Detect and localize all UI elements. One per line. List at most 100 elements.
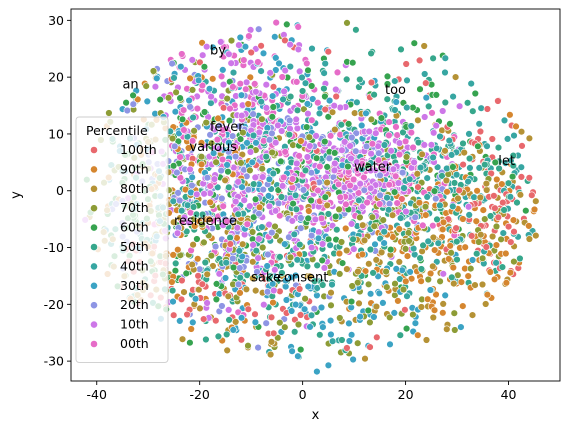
scatter-point	[367, 49, 375, 58]
scatter-point	[345, 337, 354, 345]
scatter-point	[431, 246, 439, 254]
y-tick-label: -20	[44, 297, 64, 312]
scatter-point	[229, 83, 237, 91]
scatter-point	[349, 175, 358, 184]
scatter-point	[332, 92, 340, 101]
scatter-point	[436, 201, 444, 210]
scatter-point	[178, 207, 186, 215]
scatter-point	[498, 180, 506, 188]
scatter-point	[385, 181, 393, 189]
scatter-point	[426, 286, 435, 294]
scatter-point	[129, 100, 138, 108]
scatter-point	[508, 172, 517, 181]
scatter-point	[320, 264, 329, 272]
scatter-point	[296, 240, 304, 249]
scatter-point	[250, 213, 258, 221]
scatter-point	[258, 223, 266, 231]
scatter-point	[214, 332, 223, 341]
scatter-point	[495, 164, 503, 173]
scatter-point	[232, 197, 240, 206]
scatter-point	[214, 114, 222, 123]
scatter-point	[251, 195, 260, 204]
scatter-point	[450, 179, 459, 187]
scatter-point	[414, 116, 422, 125]
scatter-point	[202, 335, 210, 344]
scatter-point	[274, 199, 283, 208]
scatter-point	[249, 110, 257, 118]
scatter-point	[433, 163, 442, 171]
scatter-point	[253, 268, 261, 276]
legend-entry-label: 00th	[120, 336, 149, 351]
scatter-point	[356, 213, 364, 222]
scatter-point	[419, 221, 427, 230]
scatter-point	[532, 231, 540, 240]
scatter-point	[282, 276, 290, 285]
scatter-point	[298, 87, 307, 95]
scatter-point	[310, 305, 318, 313]
scatter-point	[281, 36, 289, 45]
scatter-point	[468, 311, 477, 319]
scatter-point	[252, 286, 260, 295]
scatter-point	[235, 122, 243, 131]
scatter-point	[235, 247, 244, 255]
scatter-point	[344, 162, 352, 171]
scatter-point	[441, 98, 449, 107]
scatter-point	[317, 303, 326, 312]
scatter-point	[304, 282, 312, 291]
scatter-point	[310, 277, 319, 285]
scatter-point	[449, 163, 457, 171]
scatter-point	[381, 159, 390, 168]
scatter-point	[198, 210, 207, 219]
scatter-point	[269, 169, 277, 178]
scatter-point	[294, 23, 302, 31]
plot-frame	[70, 8, 561, 382]
scatter-point	[323, 163, 331, 171]
scatter-point	[424, 237, 432, 246]
scatter-point	[242, 285, 251, 293]
scatter-point	[383, 72, 392, 81]
scatter-point	[199, 51, 207, 59]
scatter-point	[227, 59, 235, 67]
scatter-point	[457, 323, 465, 331]
scatter-point	[123, 106, 132, 115]
scatter-point	[225, 50, 233, 58]
scatter-point	[464, 203, 473, 211]
scatter-point	[172, 88, 180, 97]
scatter-point	[362, 109, 370, 118]
scatter-point	[465, 130, 473, 138]
scatter-point	[411, 319, 420, 327]
scatter-point	[312, 154, 321, 162]
scatter-point	[142, 82, 150, 90]
scatter-point	[294, 45, 303, 54]
scatter-point	[331, 149, 339, 157]
scatter-point	[219, 104, 228, 112]
scatter-point	[430, 129, 438, 137]
scatter-point	[483, 291, 492, 299]
scatter-point	[367, 115, 376, 124]
scatter-point	[266, 69, 274, 77]
scatter-point	[250, 180, 258, 188]
scatter-point	[475, 164, 483, 172]
scatter-point	[260, 301, 268, 309]
scatter-point	[293, 78, 301, 86]
scatter-point	[194, 76, 203, 85]
scatter-point	[243, 139, 251, 147]
scatter-point	[188, 260, 196, 269]
scatter-point	[198, 81, 207, 90]
scatter-point	[327, 330, 335, 339]
x-axis-title: x	[312, 408, 320, 423]
scatter-point	[385, 131, 393, 140]
scatter-point	[225, 183, 233, 192]
scatter-point	[476, 193, 484, 202]
scatter-point	[270, 286, 278, 295]
scatter-point	[414, 331, 422, 339]
scatter-point	[326, 241, 334, 249]
scatter-point	[432, 195, 440, 203]
scatter-point	[409, 143, 417, 152]
scatter-point	[403, 292, 411, 300]
scatter-point	[406, 175, 414, 183]
scatter-point	[244, 342, 252, 350]
scatter-point	[251, 310, 259, 318]
scatter-point	[491, 204, 499, 212]
scatter-point	[516, 254, 524, 263]
